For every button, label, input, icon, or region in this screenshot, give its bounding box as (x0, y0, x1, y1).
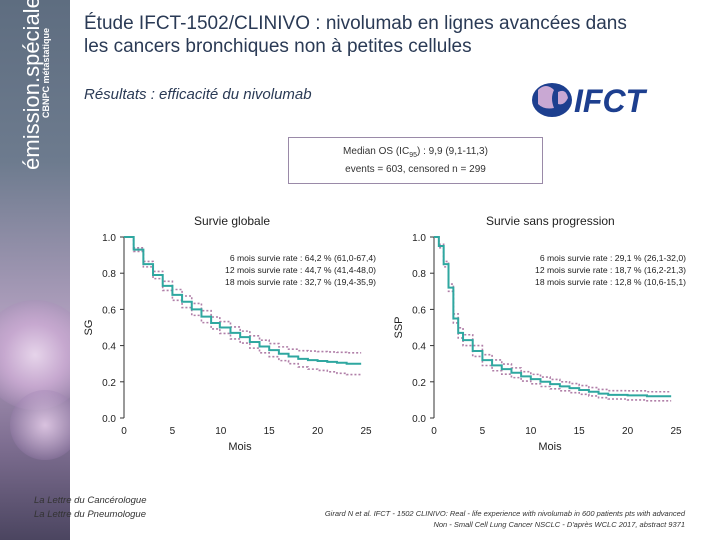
x-tick-label: 15 (264, 426, 276, 437)
x-tick-label: 20 (312, 426, 324, 437)
footer-journals: La Lettre du Cancérologue La Lettre du P… (34, 494, 147, 522)
y-axis-label: SG (83, 320, 95, 336)
y-tick-label: 0.6 (412, 305, 426, 316)
y-tick-label: 1.0 (102, 233, 116, 244)
x-tick-label: 5 (170, 426, 176, 437)
x-tick-label: 0 (431, 426, 437, 437)
page-subtitle: Résultats : efficacité du nivolumab (84, 86, 312, 103)
x-tick-label: 10 (525, 426, 537, 437)
events-line: events = 603, censored n = 299 (345, 164, 486, 175)
survival-curve (434, 236, 672, 398)
footer-journal-2: La Lettre du Pneumologue (34, 509, 146, 520)
y-tick-label: 0.0 (102, 414, 116, 425)
x-tick-label: 10 (215, 426, 227, 437)
survival-rate-annotation: 12 mois survie rate : 18,7 % (16,2-21,3) (535, 265, 686, 275)
y-tick-label: 0.8 (412, 269, 426, 280)
survival-rate-annotation: 12 mois survie rate : 44,7 % (41,4-48,0) (225, 265, 376, 275)
x-tick-label: 25 (670, 426, 682, 437)
median-os-prefix: Median OS (IC (343, 146, 410, 157)
median-os-box: Median OS (IC95) : 9,9 (9,1-11,3) events… (288, 137, 543, 184)
page-title: Étude IFCT-1502/CLINIVO : nivolumab en l… (84, 13, 627, 57)
flower-decoration-2 (10, 390, 70, 460)
survival-curve (124, 236, 362, 365)
survival-rate-annotation: 6 mois survie rate : 64,2 % (61,0-67,4) (230, 253, 376, 263)
sidebar-banner: émission.spéciale CBNPC métastatique (0, 0, 70, 540)
y-tick-label: 0.8 (102, 269, 116, 280)
x-axis-label: Mois (538, 441, 562, 453)
ci-lower-line (124, 236, 362, 376)
x-tick-label: 25 (360, 426, 372, 437)
x-tick-label: 5 (480, 426, 486, 437)
y-axis-label: SSP (393, 316, 405, 338)
survival-rate-annotation: 18 mois survie rate : 12,8 % (10,6-15,1) (535, 277, 686, 287)
chart-os: 0.0 0.2 0.4 0.6 0.8 1.0 0 5 10 15 20 25 Mois SG 6 mois… (83, 233, 376, 453)
survival-rate-annotation: 18 mois survie rate : 32,7 % (19,4-35,9) (225, 277, 376, 287)
footer-reference-1: Girard N et al. IFCT - 1502 CLINIVO: Rea… (324, 509, 685, 518)
x-tick-label: 20 (622, 426, 634, 437)
y-tick-label: 1.0 (412, 233, 426, 244)
footer-journal-1: La Lettre du Cancérologue (34, 495, 147, 506)
y-tick-label: 0.4 (102, 342, 116, 353)
x-tick-label: 0 (121, 426, 127, 437)
median-os-sub: 95 (409, 152, 417, 159)
y-tick-label: 0.2 (102, 378, 116, 389)
chart-title-pfs: Survie sans progression (486, 214, 615, 228)
chart-pfs: 0.0 0.2 0.4 0.6 0.8 1.0 0 5 10 15 20 25 Mois SSP 6 moi… (393, 233, 686, 453)
sidebar-subtitle: CBNPC métastatique (41, 27, 51, 119)
ifct-logo: IFCT (524, 78, 664, 120)
x-axis-label: Mois (228, 441, 252, 453)
y-tick-label: 0.6 (102, 305, 116, 316)
chart-title-os: Survie globale (194, 214, 271, 228)
survival-rate-annotation: 6 mois survie rate : 29,1 % (26,1-32,0) (540, 253, 686, 263)
y-tick-label: 0.2 (412, 378, 426, 389)
y-tick-label: 0.0 (412, 414, 426, 425)
x-tick-label: 15 (574, 426, 586, 437)
logo-text: IFCT (574, 83, 648, 119)
median-os-suffix: ) : 9,9 (9,1-11,3) (416, 146, 488, 157)
y-tick-label: 0.4 (412, 342, 426, 353)
footer-reference-2: Non - Small Cell Lung Cancer NSCLC - D'a… (433, 520, 685, 529)
median-os-line: Median OS (IC95) : 9,9 (9,1-11,3) (289, 145, 542, 163)
footer-reference: Girard N et al. IFCT - 1502 CLINIVO: Rea… (300, 508, 685, 530)
